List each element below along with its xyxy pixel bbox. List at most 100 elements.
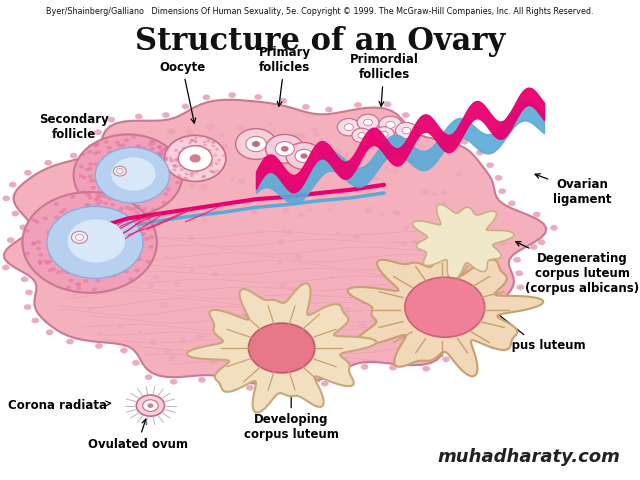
Circle shape: [92, 288, 97, 291]
Circle shape: [207, 140, 211, 143]
Circle shape: [412, 239, 418, 244]
Circle shape: [182, 146, 186, 149]
Circle shape: [357, 114, 379, 131]
Circle shape: [102, 206, 106, 210]
Circle shape: [173, 164, 178, 168]
Circle shape: [194, 141, 198, 144]
Circle shape: [143, 215, 148, 219]
Circle shape: [85, 168, 90, 172]
Circle shape: [215, 169, 219, 172]
Circle shape: [440, 190, 447, 195]
Circle shape: [143, 400, 158, 411]
Circle shape: [268, 299, 275, 304]
Circle shape: [151, 208, 156, 212]
Circle shape: [132, 235, 138, 239]
Circle shape: [211, 170, 214, 173]
Polygon shape: [187, 283, 376, 413]
Circle shape: [12, 211, 19, 216]
Circle shape: [95, 202, 100, 206]
Circle shape: [495, 309, 503, 315]
Circle shape: [163, 147, 168, 151]
Circle shape: [173, 168, 177, 171]
Circle shape: [252, 141, 260, 147]
Circle shape: [380, 132, 388, 137]
Circle shape: [328, 208, 332, 211]
Circle shape: [365, 191, 371, 195]
Circle shape: [76, 192, 81, 195]
Circle shape: [38, 260, 43, 264]
Circle shape: [31, 242, 36, 246]
Circle shape: [352, 128, 371, 143]
Circle shape: [38, 261, 43, 265]
Polygon shape: [4, 100, 547, 384]
Circle shape: [191, 172, 195, 175]
Circle shape: [130, 259, 135, 263]
Circle shape: [79, 242, 84, 245]
Circle shape: [237, 178, 245, 184]
Circle shape: [212, 141, 216, 144]
Circle shape: [329, 150, 337, 157]
Circle shape: [174, 149, 178, 152]
Circle shape: [151, 142, 156, 145]
Circle shape: [45, 261, 50, 265]
Circle shape: [282, 154, 288, 159]
Circle shape: [164, 135, 226, 181]
Circle shape: [284, 174, 288, 178]
Circle shape: [305, 338, 312, 344]
Circle shape: [88, 307, 93, 311]
Polygon shape: [412, 204, 514, 280]
Circle shape: [125, 249, 131, 253]
Circle shape: [133, 228, 138, 232]
Circle shape: [173, 164, 181, 169]
Circle shape: [353, 235, 360, 240]
Circle shape: [90, 203, 98, 209]
Circle shape: [212, 173, 218, 177]
Circle shape: [148, 339, 157, 345]
Circle shape: [268, 314, 275, 320]
Circle shape: [162, 112, 170, 118]
Circle shape: [108, 274, 113, 278]
Circle shape: [364, 119, 372, 126]
Circle shape: [513, 257, 521, 263]
Circle shape: [131, 135, 136, 139]
Circle shape: [120, 348, 128, 353]
Circle shape: [95, 343, 103, 349]
Circle shape: [93, 162, 99, 166]
Circle shape: [99, 200, 104, 204]
Circle shape: [88, 196, 93, 200]
Circle shape: [236, 129, 276, 159]
Circle shape: [44, 238, 49, 241]
Circle shape: [125, 220, 130, 224]
Circle shape: [550, 225, 558, 231]
Circle shape: [374, 127, 394, 142]
Circle shape: [321, 381, 328, 386]
Circle shape: [495, 175, 502, 181]
Circle shape: [336, 304, 340, 308]
Circle shape: [199, 143, 205, 148]
Circle shape: [84, 203, 89, 207]
Circle shape: [392, 210, 400, 216]
Circle shape: [136, 395, 164, 416]
Circle shape: [31, 241, 36, 245]
Circle shape: [92, 179, 97, 182]
Circle shape: [88, 167, 93, 170]
Circle shape: [530, 244, 538, 250]
Circle shape: [90, 151, 97, 156]
Circle shape: [379, 116, 402, 133]
Circle shape: [134, 268, 140, 272]
Circle shape: [271, 386, 279, 392]
Circle shape: [149, 235, 154, 239]
Text: muhadharaty.com: muhadharaty.com: [438, 447, 621, 466]
Text: Byer/Shainberg/Galliano   Dimensions Of Human Sexuality, 5e. Copyright © 1999. T: Byer/Shainberg/Galliano Dimensions Of Hu…: [46, 7, 594, 16]
Circle shape: [24, 170, 32, 176]
Circle shape: [329, 276, 333, 279]
Circle shape: [431, 285, 436, 288]
Circle shape: [342, 154, 349, 160]
Circle shape: [81, 222, 85, 225]
Circle shape: [163, 156, 168, 160]
Circle shape: [286, 143, 322, 169]
Circle shape: [268, 121, 273, 125]
Circle shape: [294, 253, 303, 260]
Circle shape: [104, 201, 109, 205]
Circle shape: [211, 141, 215, 144]
